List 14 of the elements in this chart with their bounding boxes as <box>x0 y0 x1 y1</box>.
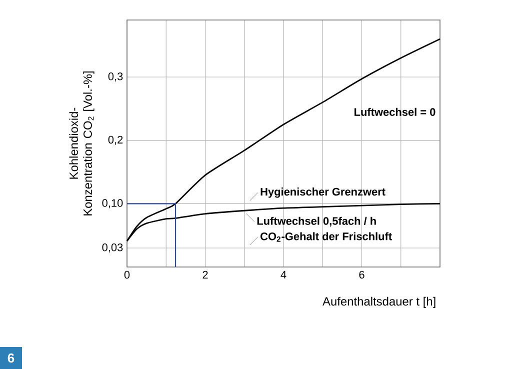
y-tick-label: 0,10 <box>102 199 123 208</box>
series-label: Luftwechsel 0,5fach / h <box>257 216 376 226</box>
annotation: Hygienischer Grenzwert <box>260 188 386 198</box>
y-tick-label: 0,03 <box>102 243 123 253</box>
x-tick-label: 2 <box>202 270 208 279</box>
series-label: Luftwechsel = 0 <box>354 108 436 116</box>
x-axis-title: Aufenthaltsdauer t [h] <box>322 296 436 308</box>
x-tick-label: 0 <box>124 270 130 279</box>
text: 6 <box>8 353 14 363</box>
annotation: CO$_{2}$-Gehalt der Frischluft <box>260 232 392 242</box>
y-tick-label: 0,3 <box>108 72 123 82</box>
y-tick-label: 0,2 <box>108 136 123 145</box>
x-tick-label: 4 <box>280 270 286 278</box>
x-tick-label: 6 <box>359 270 364 279</box>
